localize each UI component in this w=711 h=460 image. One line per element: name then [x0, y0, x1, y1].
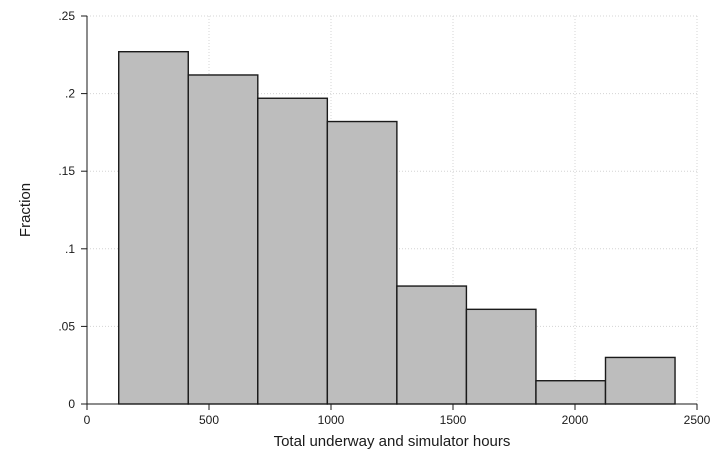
- histogram-bar: [535, 380, 607, 405]
- histogram-bar: [257, 97, 329, 405]
- x-tick-label: 0: [84, 413, 91, 427]
- x-axis-label: Total underway and simulator hours: [274, 433, 511, 450]
- y-axis-label: Fraction: [17, 183, 34, 237]
- x-tick-label: 1500: [440, 413, 467, 427]
- x-tick-label: 500: [199, 413, 219, 427]
- y-tick-label: .05: [58, 319, 75, 333]
- y-tick-label: .15: [58, 164, 75, 178]
- x-tick-label: 1000: [318, 413, 345, 427]
- x-tick-label: 2500: [684, 413, 711, 427]
- histogram-bar: [187, 74, 259, 405]
- y-tick-label: .1: [65, 242, 75, 256]
- histogram-bar: [326, 120, 398, 405]
- histogram-bar: [604, 356, 676, 405]
- bars: [118, 50, 676, 405]
- axes: 0 .05 .1 .15 .2 .25 0 500 1000 1500 2000 2500: [58, 9, 710, 427]
- histogram-bar: [396, 285, 468, 405]
- histogram-bar: [465, 308, 537, 405]
- y-tick-label: .25: [58, 9, 75, 23]
- y-tick-label: .2: [65, 87, 75, 101]
- y-tick-label: 0: [68, 397, 75, 411]
- x-tick-label: 2000: [562, 413, 589, 427]
- histogram-bar: [118, 50, 189, 405]
